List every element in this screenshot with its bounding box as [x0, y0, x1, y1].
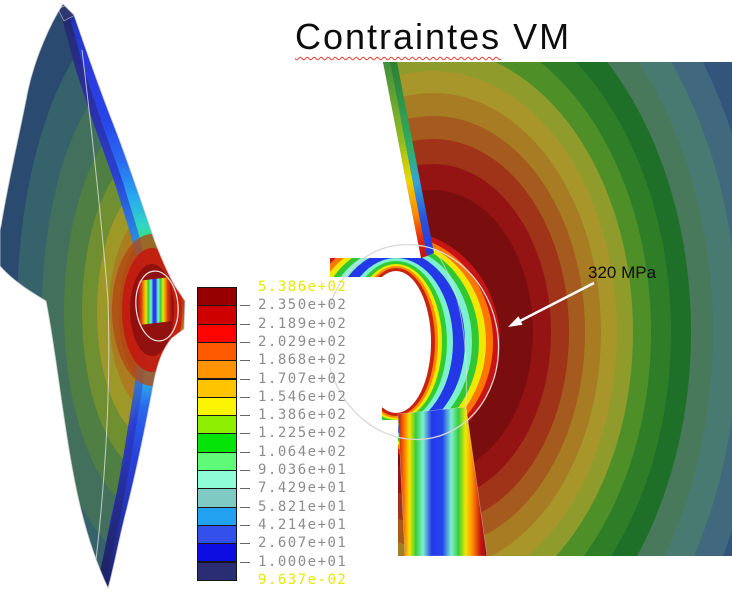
disc-bore-face [137, 277, 173, 325]
legend-swatch [197, 341, 237, 362]
stress-annotation: 320 MPa [508, 263, 657, 327]
detail-contact-circle-outline [330, 243, 500, 441]
detail-hole [361, 271, 431, 413]
title-word-underlined: Contraintes [295, 16, 502, 57]
legend-swatch [197, 524, 237, 545]
legend-swatch [197, 470, 237, 490]
legend-tick [240, 415, 250, 417]
legend-swatch [197, 415, 237, 435]
legend-swatch [197, 360, 237, 380]
legend-swatch [197, 378, 237, 398]
legend-tick [240, 305, 250, 307]
detail-background-cutouts [330, 62, 431, 556]
legend-swatch [197, 561, 237, 581]
legend-tick [240, 488, 250, 490]
legend-swatch [197, 451, 237, 471]
disc-mesh-line [81, 49, 110, 561]
legend-tick [240, 561, 250, 563]
legend-value-label: 9.637e-02 [258, 571, 348, 588]
legend-tick [240, 396, 250, 398]
legend-tick [240, 323, 250, 325]
legend-swatch [197, 506, 237, 526]
legend-tick [240, 543, 250, 545]
disc-contact-circle-outline [135, 270, 179, 342]
legend-value-label: 2.029e+02 [258, 333, 348, 350]
legend-tick [240, 524, 250, 526]
legend-value-label: 7.429e+01 [258, 480, 348, 497]
detail-mesh-line [436, 253, 467, 408]
legend-swatch [197, 287, 237, 307]
legend-tick [240, 506, 250, 508]
legend-value-label: 1.225e+02 [258, 425, 348, 442]
annotation-arrow-line [517, 281, 595, 324]
annotation-label: 320 MPa [588, 263, 657, 282]
legend-value-label: 1.386e+02 [258, 407, 348, 424]
legend-tick [240, 341, 250, 343]
stress-legend: 5.386e+02 2.350e+02 2.189e+02 2.029e+02 1.86… [197, 279, 397, 588]
legend-value-label: 2.350e+02 [258, 297, 348, 314]
legend-tick [240, 451, 250, 453]
legend-tick [240, 378, 250, 380]
legend-value-label: 1.546e+02 [258, 388, 348, 405]
legend-swatch [197, 305, 237, 325]
legend-value-label: 5.821e+01 [258, 498, 348, 515]
legend-swatch [197, 433, 237, 453]
legend-value-label: 9.036e+01 [258, 462, 348, 478]
legend-value-label: 5.386e+02 [258, 279, 348, 295]
annotation-arrowhead [508, 316, 523, 327]
legend-value-label: 4.214e+01 [258, 516, 348, 533]
legend-swatch [197, 323, 237, 343]
legend-tick [240, 470, 250, 471]
legend-value-label: 2.189e+02 [258, 315, 348, 332]
legend-value-label: 1.064e+02 [258, 443, 348, 460]
legend-tick [240, 433, 250, 435]
legend-value-label: 2.607e+01 [258, 535, 348, 552]
legend-tick [240, 360, 250, 362]
legend-value-label: 1.000e+01 [258, 553, 348, 570]
legend-swatch [197, 488, 237, 508]
legend-value-label: 1.868e+02 [258, 352, 348, 369]
page-title: Contraintes VM [295, 16, 571, 58]
legend-swatch [197, 396, 237, 417]
legend-swatch [197, 543, 237, 563]
title-word-plain: VM [513, 16, 572, 57]
detail-rim-strip [383, 62, 434, 258]
detail-web-column [397, 406, 488, 556]
legend-value-label: 1.707e+02 [258, 370, 348, 387]
